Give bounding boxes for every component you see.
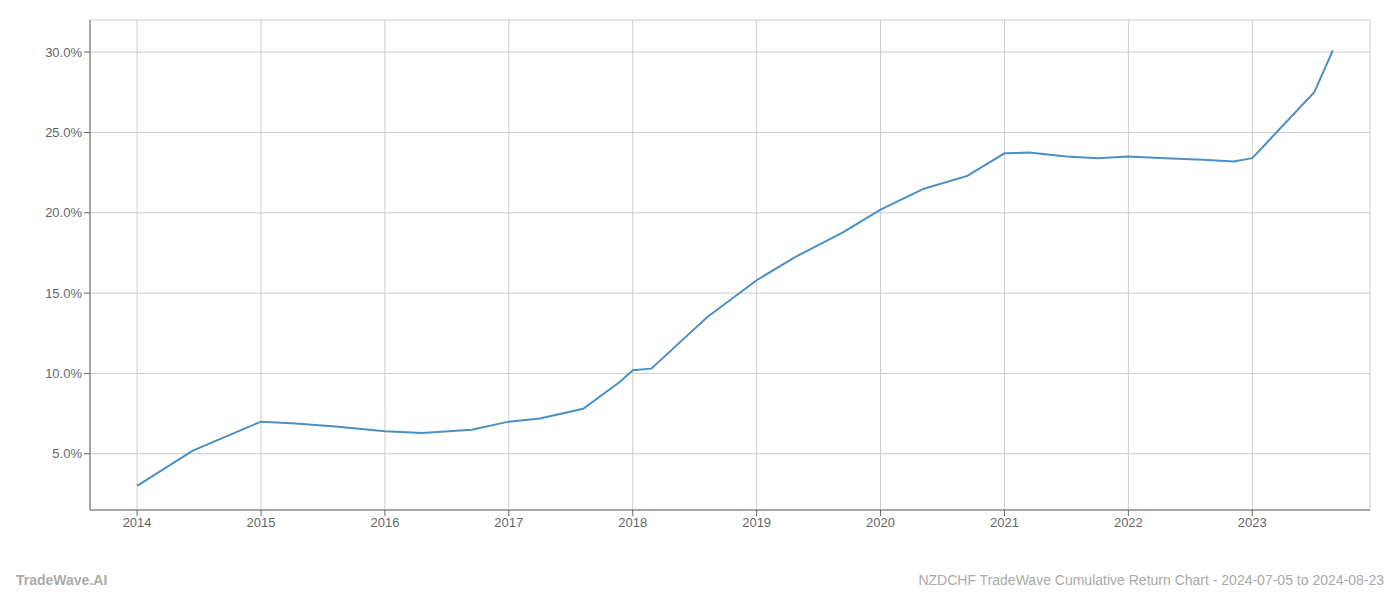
svg-text:2019: 2019 xyxy=(742,515,771,530)
svg-text:5.0%: 5.0% xyxy=(52,446,82,461)
svg-text:30.0%: 30.0% xyxy=(45,45,82,60)
svg-text:10.0%: 10.0% xyxy=(45,366,82,381)
svg-text:2021: 2021 xyxy=(990,515,1019,530)
svg-text:2014: 2014 xyxy=(123,515,152,530)
svg-text:15.0%: 15.0% xyxy=(45,286,82,301)
svg-text:2020: 2020 xyxy=(866,515,895,530)
html-text:TradeWave.AI: TradeWave.AI xyxy=(16,572,108,588)
svg-text:2016: 2016 xyxy=(370,515,399,530)
svg-text:20.0%: 20.0% xyxy=(45,205,82,220)
svg-text:2022: 2022 xyxy=(1114,515,1143,530)
svg-text:25.0%: 25.0% xyxy=(45,125,82,140)
svg-text:2018: 2018 xyxy=(618,515,647,530)
svg-text:2015: 2015 xyxy=(247,515,276,530)
svg-text:2017: 2017 xyxy=(494,515,523,530)
html-text:NZDCHF TradeWave Cumulative Re: NZDCHF TradeWave Cumulative Return Chart… xyxy=(918,572,1384,588)
svg-text:2023: 2023 xyxy=(1238,515,1267,530)
